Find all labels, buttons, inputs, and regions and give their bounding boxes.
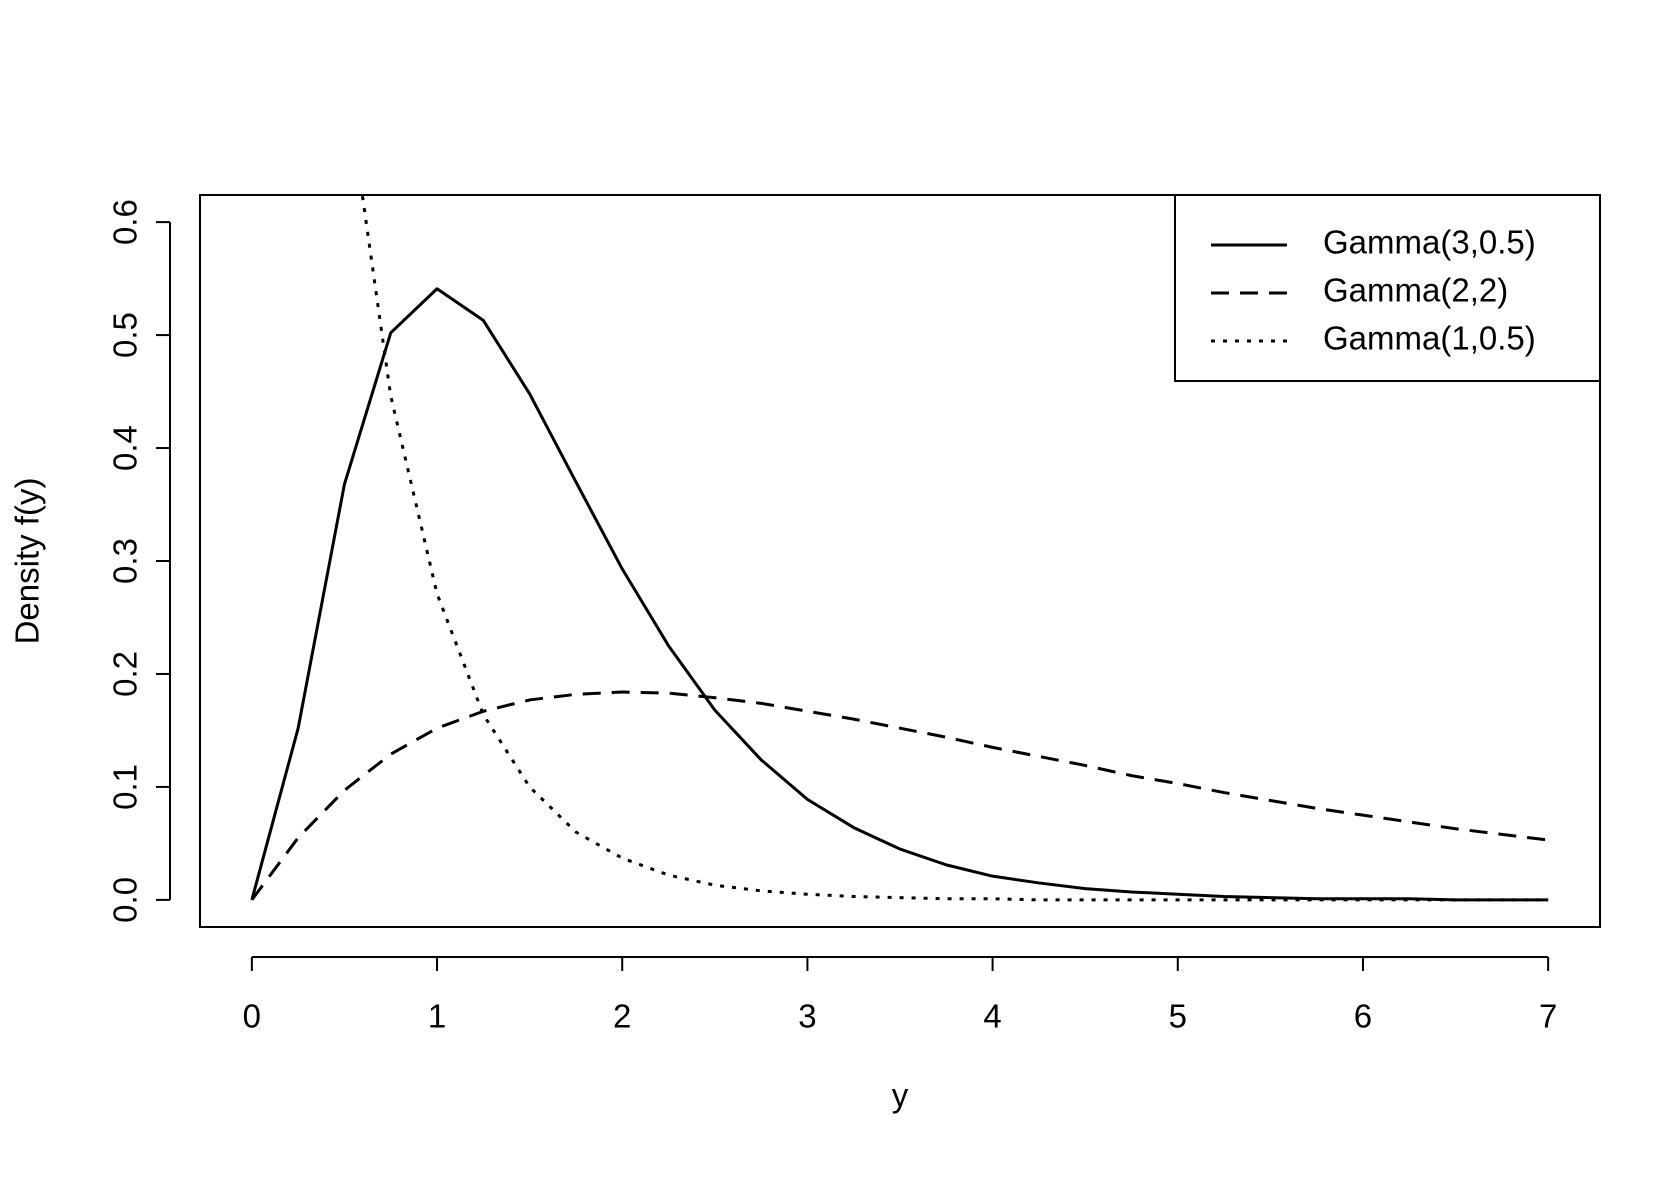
x-tick-label: 5 [1169, 998, 1187, 1035]
y-tick-label: 0.3 [107, 538, 144, 584]
x-tick-label: 7 [1539, 998, 1557, 1035]
plot-area [250, 195, 1549, 902]
x-axis-label: y [892, 1077, 909, 1114]
y-axis-label: Density f(y) [9, 478, 46, 645]
y-tick-label: 0.1 [107, 764, 144, 810]
legend-label: Gamma(2,2) [1323, 272, 1508, 309]
y-tick-label: 0.2 [107, 651, 144, 697]
legend-label: Gamma(3,0.5) [1323, 224, 1536, 261]
legend-box [1174, 194, 1601, 382]
y-tick-label: 0.4 [107, 425, 144, 471]
series-line [360, 195, 1549, 902]
y-tick-label: 0.0 [107, 877, 144, 923]
x-tick-label: 3 [798, 998, 816, 1035]
series-line [250, 690, 1549, 901]
x-tick-label: 1 [428, 998, 446, 1035]
legend-label: Gamma(1,0.5) [1323, 320, 1536, 357]
plot-frame [199, 194, 1601, 928]
y-tick-label: 0.5 [107, 312, 144, 358]
x-tick-label: 2 [613, 998, 631, 1035]
x-tick-label: 4 [983, 998, 1001, 1035]
y-tick-label: 0.6 [107, 199, 144, 245]
x-tick-label: 0 [243, 998, 261, 1035]
x-tick-label: 6 [1354, 998, 1372, 1035]
